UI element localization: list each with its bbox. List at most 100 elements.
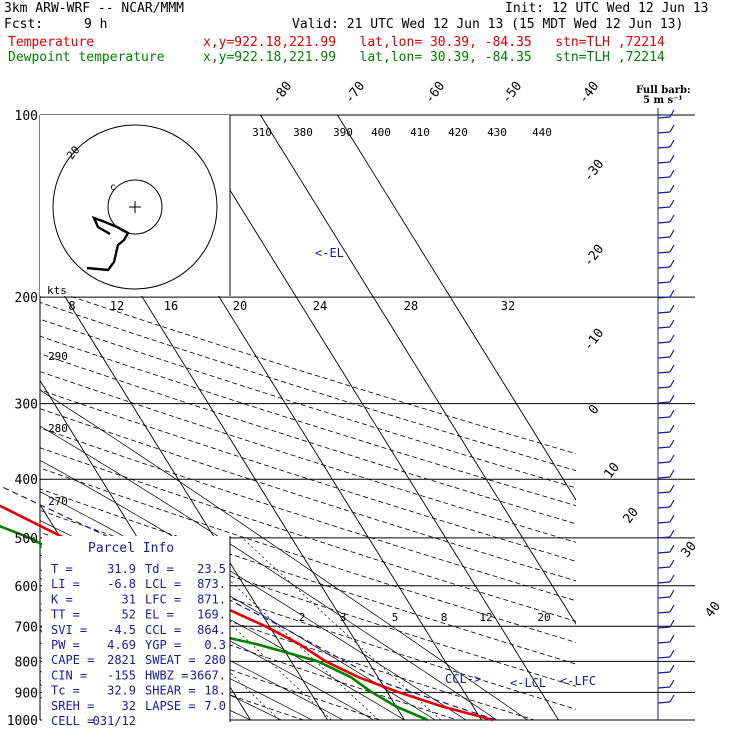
- barb-flag: [657, 416, 671, 419]
- valid-time: Valid: 21 UTC Wed 12 Jun 13 (15 MDT Wed …: [292, 17, 684, 32]
- isotherm-label: 0: [586, 402, 603, 417]
- theta-e-label: 410: [410, 126, 430, 139]
- barb-flag: [657, 356, 671, 359]
- pressure-label: 400: [15, 473, 38, 488]
- parcel-info-value: -4.5: [107, 623, 136, 637]
- parcel-info-key: LCL =: [145, 577, 181, 591]
- isotherm-label: -20: [581, 242, 607, 270]
- barb-tick: [669, 514, 675, 523]
- isotherm-line: [40, 255, 328, 720]
- parcel-info-key: T =: [51, 562, 73, 576]
- barb-tick: [669, 124, 675, 133]
- hodograph-speed-label: 32: [501, 299, 515, 313]
- pressure-label: 200: [15, 291, 38, 306]
- mixing-ratio-label: 2: [299, 611, 306, 624]
- mixing-ratio-label: 8: [441, 611, 448, 624]
- pressure-label: 100: [15, 109, 38, 124]
- wind-barb: [657, 559, 675, 569]
- barb-tick: [669, 454, 675, 463]
- parcel-info-value: 873.: [197, 577, 226, 591]
- mixing-ratio-label: 5: [392, 611, 399, 624]
- isotherm-label: 10: [602, 460, 623, 482]
- wind-barb: [657, 244, 675, 254]
- barb-tick: [669, 469, 675, 478]
- lcl-annotation: <-LCL: [510, 676, 546, 690]
- dry-adiabat-line: [40, 353, 576, 525]
- wind-barb: [657, 139, 675, 149]
- parcel-info-key: SREH =: [51, 699, 94, 713]
- parcel-info-key: CIN =: [51, 668, 87, 682]
- wind-barb: [657, 124, 675, 134]
- barb-flag: [657, 251, 671, 254]
- wind-barb: [657, 349, 675, 359]
- wind-barb: [657, 274, 675, 284]
- wind-barb: [657, 619, 675, 629]
- theta-e-label: 310: [252, 126, 272, 139]
- barb-flag: [657, 176, 671, 179]
- isotherm-label: -50: [499, 79, 525, 107]
- barb-flag: [657, 461, 671, 464]
- hodograph-speed-label: 24: [313, 299, 327, 313]
- fcst-label: Fcst:: [4, 17, 44, 32]
- parcel-info-key: SVI =: [51, 623, 87, 637]
- parcel-info-value: 3667.: [190, 668, 226, 682]
- hodograph-storm-marker: c: [110, 182, 116, 193]
- parcel-info-title: Parcel Info: [88, 541, 174, 556]
- parcel-info-value: 280: [204, 653, 226, 667]
- wind-barb: [657, 304, 675, 314]
- mixing-ratio-label: 12: [479, 611, 492, 624]
- isotherm-label: -60: [422, 79, 448, 107]
- barb-flag: [657, 686, 671, 689]
- barb-tick: [669, 229, 675, 238]
- ccl-annotation: CCL->: [445, 672, 481, 686]
- mixing-ratio-label: 20: [537, 611, 550, 624]
- barb-tick: [669, 259, 675, 268]
- theta-e-label: 390: [333, 126, 353, 139]
- barb-flag: [657, 281, 671, 284]
- parcel-info-key: LAPSE =: [145, 699, 196, 713]
- barb-flag: [657, 341, 671, 344]
- barb-tick: [669, 244, 675, 253]
- wind-barb: [657, 364, 675, 374]
- parcel-info-value: 031/12: [93, 714, 136, 728]
- barb-tick: [669, 619, 675, 628]
- barb-tick: [669, 154, 675, 163]
- barb-flag: [657, 401, 671, 404]
- barb-tick: [669, 394, 675, 403]
- barb-flag: [657, 146, 671, 149]
- barb-flag: [657, 701, 671, 704]
- barb-flag: [657, 641, 671, 644]
- parcel-info-key: SWEAT =: [145, 653, 196, 667]
- barb-flag: [657, 626, 671, 629]
- isotherm-line: [183, 115, 559, 720]
- barb-flag: [657, 221, 671, 224]
- barb-flag: [657, 191, 671, 194]
- barb-tick: [669, 589, 675, 598]
- dry-adiabat-line: [40, 509, 576, 687]
- isotherm-label: -30: [581, 157, 607, 185]
- parcel-info-box: Parcel Info T = 31.9 Td = 23.5 LI = -6.8 LCL = 8…: [42, 536, 231, 728]
- parcel-info-key: CELL =: [51, 714, 94, 728]
- barb-flag: [657, 536, 671, 539]
- wind-barb: [657, 379, 675, 389]
- dry-adiabat-label: 270: [48, 495, 68, 508]
- wind-barb: [657, 574, 675, 584]
- parcel-info-value: 864.: [197, 623, 226, 637]
- pressure-label: 300: [15, 398, 38, 413]
- parcel-info-value: 0.3: [204, 638, 226, 652]
- isotherm-label: 20: [621, 505, 642, 527]
- parcel-info-key: PW =: [51, 638, 80, 652]
- parcel-info-value: 2821: [107, 653, 136, 667]
- barb-flag: [657, 521, 671, 524]
- wind-barbs: [657, 108, 675, 720]
- parcel-info-value: 32: [122, 699, 136, 713]
- parcel-info-value: 31: [122, 592, 136, 606]
- fcst-value: 9 h: [84, 17, 108, 32]
- dewpoint-profile-line: [0, 524, 429, 722]
- parcel-info-value: 32.9: [107, 684, 136, 698]
- barb-tick: [669, 679, 675, 688]
- dry-adiabat-line: [40, 318, 576, 489]
- barb-flag: [657, 476, 671, 479]
- wind-barb: [657, 289, 675, 299]
- wind-barb: [657, 544, 675, 554]
